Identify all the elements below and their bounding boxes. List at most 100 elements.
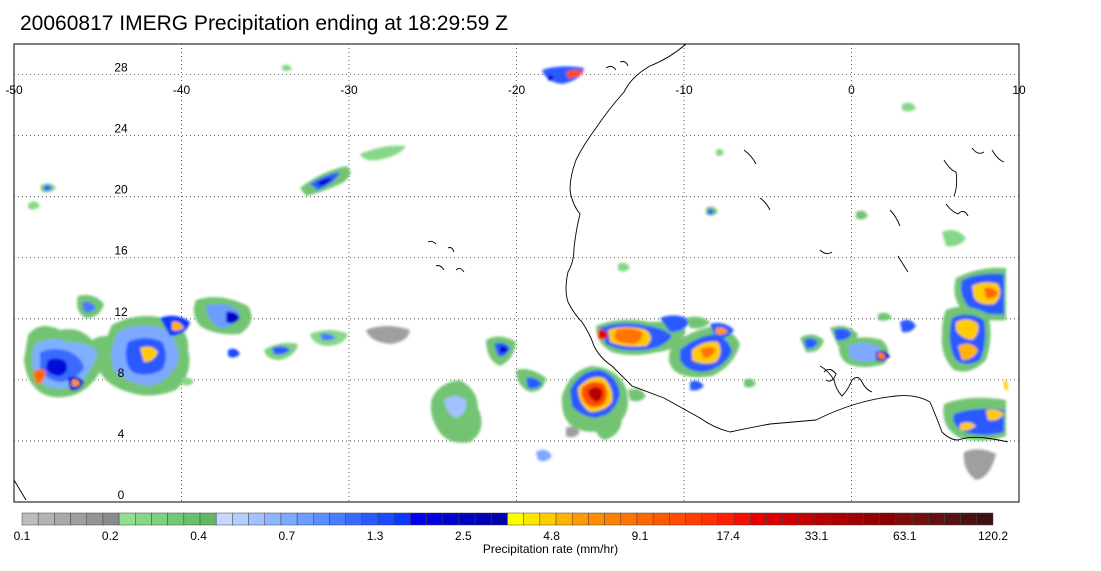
colorbar-swatch	[669, 512, 686, 526]
colorbar	[21, 512, 994, 526]
colorbar-swatch	[442, 512, 460, 526]
colorbar-swatch	[685, 512, 702, 526]
colorbar-swatch	[70, 512, 87, 526]
colorbar-swatch	[944, 512, 961, 526]
west-africa-coastline	[565, 44, 1009, 443]
colorbar-swatch	[102, 512, 120, 526]
colorbar-swatch	[814, 512, 832, 526]
colorbar-swatch	[118, 512, 136, 526]
colorbar-swatch	[151, 512, 168, 526]
precip-cluster-guinea-coast	[561, 366, 646, 440]
colorbar-swatch	[410, 512, 427, 526]
colorbar-swatch	[199, 512, 217, 526]
map-title: 20060817 IMERG Precipitation ending at 1…	[20, 12, 508, 35]
longitude-tick-label: -30	[340, 83, 358, 97]
colorbar-swatch	[620, 512, 638, 526]
precip-cluster-central-north	[28, 64, 406, 210]
colorbar-swatch	[895, 512, 913, 526]
cape-verde-islands	[427, 240, 465, 273]
colorbar-swatch	[313, 512, 330, 526]
colorbar-swatch	[571, 512, 589, 526]
colorbar-swatch	[976, 512, 994, 526]
colorbar-swatch	[555, 512, 573, 526]
precip-cluster-west-atlantic	[24, 295, 410, 398]
colorbar-swatch	[750, 512, 767, 526]
colorbar-swatch	[264, 512, 282, 526]
colorbar-swatch	[830, 512, 848, 526]
colorbar-swatch	[798, 512, 816, 526]
colorbar-tick-label: 0.1	[14, 529, 31, 543]
colorbar-swatch	[879, 512, 897, 526]
colorbar-swatch	[652, 512, 670, 526]
colorbar-tick-labels: 0.1 0.2 0.4 0.7 1.3 2.5 4.8 9.1 17.4 33.1 63.1 120.…	[14, 529, 1009, 543]
colorbar-swatch	[135, 512, 152, 526]
colorbar-swatch	[183, 512, 201, 526]
colorbar-swatch	[232, 512, 249, 526]
colorbar-swatch	[960, 512, 978, 526]
longitude-tick-label: -10	[675, 83, 693, 97]
colorbar-swatch	[847, 512, 864, 526]
latitude-labels: 0 4 8 12 16 20 24 28	[114, 61, 128, 502]
colorbar-swatch	[717, 512, 735, 526]
colorbar-swatch	[636, 512, 654, 526]
colorbar-swatch	[345, 512, 363, 526]
precip-cluster-east-atlantic	[430, 66, 584, 462]
niger-delta-coast	[819, 365, 873, 397]
colorbar-swatch	[54, 512, 71, 526]
longitude-tick-label: 0	[848, 83, 855, 97]
colorbar-swatch	[911, 512, 929, 526]
brazil-coastline	[14, 479, 27, 501]
colorbar-swatch	[280, 512, 298, 526]
latitude-tick-label: 8	[118, 366, 125, 380]
colorbar-tick-label: 0.7	[278, 529, 295, 543]
latitude-tick-label: 28	[114, 61, 128, 75]
latitude-tick-label: 12	[114, 305, 128, 319]
longitude-tick-label: -50	[5, 83, 23, 97]
precipitation-field	[24, 64, 1008, 480]
colorbar-swatch	[215, 512, 233, 526]
colorbar-tick-label: 4.8	[543, 529, 560, 543]
colorbar-tick-label: 33.1	[805, 529, 829, 543]
inland-waters-north	[943, 147, 1005, 197]
colorbar-swatch	[248, 512, 265, 526]
colorbar-tick-label: 2.5	[455, 529, 472, 543]
latitude-tick-label: 20	[114, 183, 128, 197]
volta-lake	[823, 369, 837, 382]
colorbar-swatch	[588, 512, 605, 526]
colorbar-swatch	[604, 512, 622, 526]
colorbar-swatch	[507, 512, 524, 526]
precip-cluster-central-africa	[800, 102, 966, 367]
colorbar-swatch	[377, 512, 395, 526]
colorbar-tick-label: 120.2	[978, 529, 1008, 543]
colorbar-swatch	[523, 512, 541, 526]
colorbar-tick-label: 1.3	[367, 529, 384, 543]
colorbar-tick-label: 63.1	[893, 529, 917, 543]
colorbar-swatch	[701, 512, 719, 526]
colorbar-swatch	[37, 512, 55, 526]
latitude-tick-label: 0	[118, 488, 125, 502]
colorbar-tick-label: 0.2	[102, 529, 119, 543]
lake-chad-outline	[945, 203, 969, 217]
coastlines	[14, 44, 1009, 501]
colorbar-swatch	[329, 512, 346, 526]
colorbar-swatch	[863, 512, 880, 526]
colorbar-swatch	[426, 512, 444, 526]
colorbar-swatch	[539, 512, 557, 526]
colorbar-swatch	[86, 512, 104, 526]
precip-cluster-east-edge	[941, 267, 1008, 480]
colorbar-swatch	[458, 512, 476, 526]
colorbar-swatch	[393, 512, 411, 526]
latitude-tick-label: 4	[118, 427, 125, 441]
colorbar-label: Precipitation rate (mm/hr)	[482, 542, 619, 556]
longitude-tick-label: 10	[1012, 83, 1026, 97]
longitude-labels: -50 -40 -30 -20 -10 0 10	[5, 83, 1026, 97]
colorbar-swatch	[766, 512, 783, 526]
graticule	[14, 44, 1019, 502]
canary-islands	[605, 61, 629, 71]
longitude-tick-label: -40	[173, 83, 191, 97]
colorbar-swatch	[491, 512, 508, 526]
colorbar-swatch	[928, 512, 945, 526]
colorbar-swatch	[474, 512, 492, 526]
longitude-tick-label: -20	[508, 83, 526, 97]
